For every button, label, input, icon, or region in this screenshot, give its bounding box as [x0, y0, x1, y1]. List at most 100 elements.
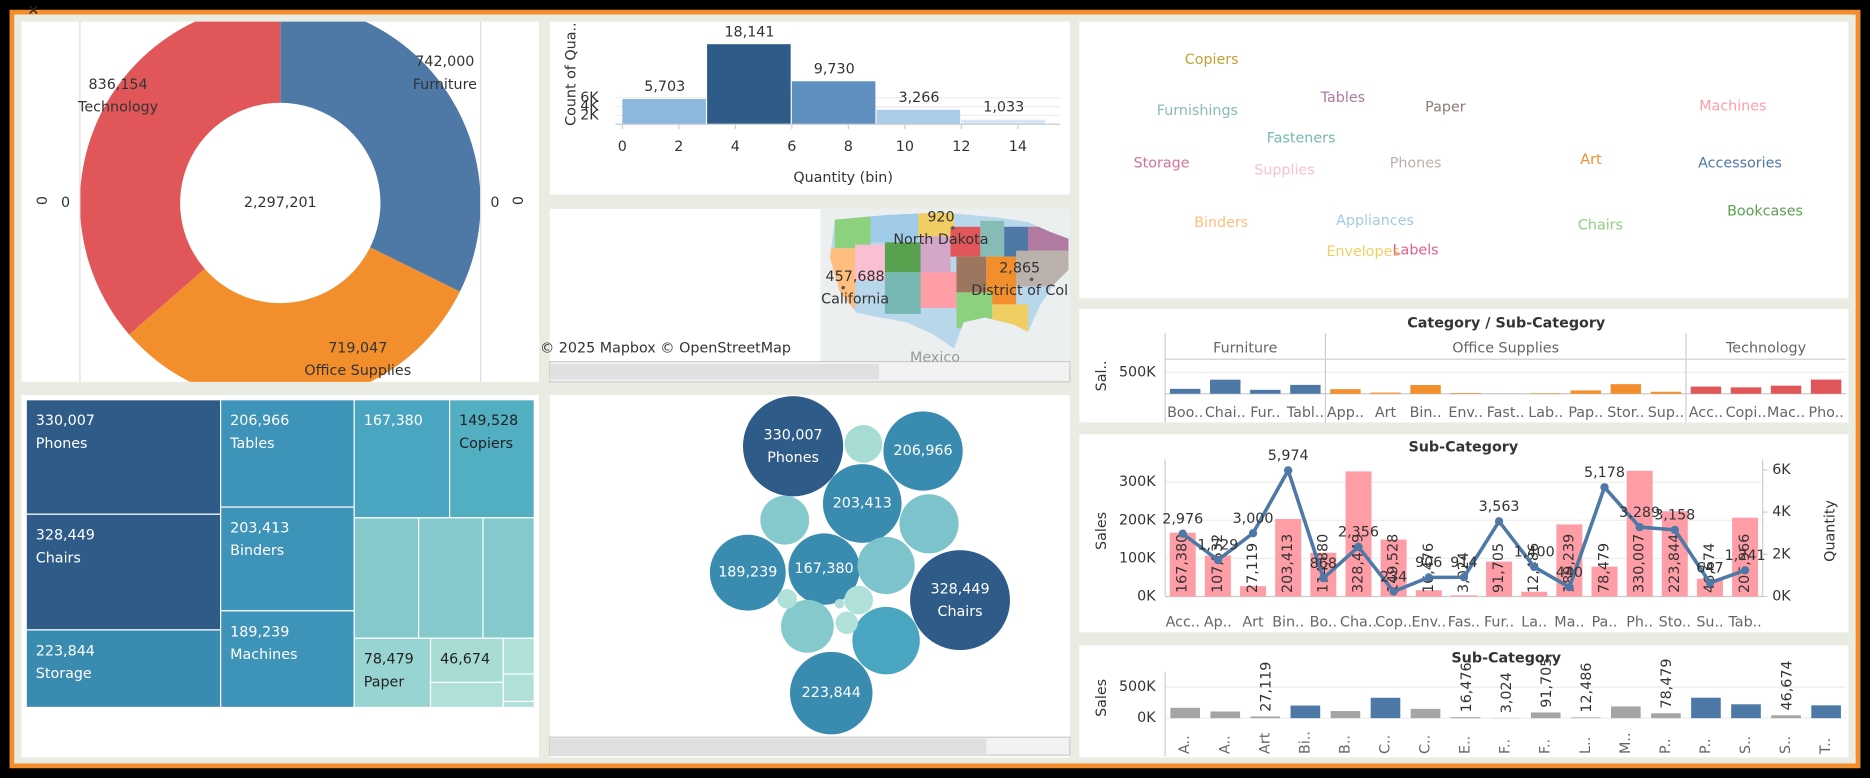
x-tick-label: Lab..: [1528, 405, 1563, 421]
word: Copiers: [1185, 52, 1239, 68]
quantity-point: [1178, 529, 1187, 538]
state: [920, 236, 951, 273]
treemap-tile: [429, 637, 504, 683]
scroll-thumb[interactable]: [550, 738, 987, 754]
x-tick-label: Fur..: [1250, 405, 1280, 421]
scroll-thumb[interactable]: [550, 363, 879, 380]
bar: [1650, 391, 1682, 394]
treemap-tile: [418, 517, 484, 639]
treemap-tile: [353, 637, 432, 709]
x-tick-label: F..: [1538, 739, 1554, 754]
donut-total: 2,297,201: [244, 195, 317, 211]
bar-value-label: 9,730: [814, 61, 855, 77]
bubble-value: 328,449: [930, 581, 989, 597]
bubble: [834, 598, 845, 609]
x-tick-label: Fas..: [1448, 615, 1480, 631]
treemap-tile: [25, 513, 222, 631]
word: Labels: [1393, 243, 1439, 259]
y2-tick-label: 6K: [1772, 462, 1791, 478]
x-tick-label: Bin..: [1410, 405, 1442, 421]
map-value: 920: [927, 209, 954, 225]
quantity-point: [1459, 573, 1469, 582]
sales-bar: [1450, 595, 1477, 597]
x-tick-label: Chai..: [1205, 405, 1246, 421]
x-tick-label: 10: [896, 139, 914, 155]
sales-bar: [1240, 586, 1267, 597]
word: Storage: [1134, 156, 1190, 172]
x-tick-label: Ph..: [1626, 615, 1653, 631]
quantity-label: 234: [1380, 569, 1407, 585]
axis-label: 0: [35, 196, 51, 205]
bar: [1290, 705, 1321, 719]
state: [870, 212, 919, 243]
x-tick-label: F..: [1498, 739, 1514, 754]
x-tick-label: Copi..: [1726, 405, 1767, 421]
word: Fasteners: [1267, 131, 1336, 147]
word: Appliances: [1336, 213, 1414, 229]
sales-bar: [1591, 566, 1618, 597]
tile-label: Phones: [36, 436, 88, 452]
bubble-value: 330,007: [764, 428, 823, 444]
quantity-label: 3,289: [1619, 505, 1660, 521]
quantity-label: 5,178: [1584, 465, 1625, 481]
treemap-tile: [25, 629, 222, 709]
bar-value-label: 3,024: [1499, 672, 1515, 713]
bar: [1770, 385, 1802, 394]
bar: [1210, 711, 1241, 719]
x-tick-label: Art: [1257, 732, 1273, 754]
x-tick-label: 0: [618, 139, 627, 155]
quantity-point: [1740, 566, 1750, 575]
bar: [1330, 389, 1361, 394]
quantity-point: [1565, 583, 1574, 592]
bar: [1570, 390, 1601, 394]
tile-value: 149,528: [459, 413, 518, 429]
y2-tick-label: 2K: [1772, 546, 1791, 562]
sales-label: 203,413: [1280, 534, 1296, 593]
quantity-point: [1600, 483, 1609, 492]
x-tick-label: 12: [952, 139, 970, 155]
map-attribution: © 2025 Mapbox © OpenStreetMap: [540, 340, 791, 356]
bubble: [883, 411, 963, 491]
tile-label: Copiers: [459, 436, 513, 452]
sales-label: 149,528: [1386, 534, 1402, 593]
x-tick-label: Bo..: [1310, 615, 1337, 631]
bar: [1570, 717, 1601, 719]
y2-axis-title: Quantity: [1823, 499, 1839, 561]
x-tick-label: 2: [674, 139, 683, 155]
quantity-point: [1319, 574, 1328, 583]
bubble-value: 203,413: [833, 495, 892, 511]
sales-bar: [1626, 470, 1653, 597]
word: Machines: [1699, 98, 1766, 114]
tile-value: 46,674: [440, 652, 490, 668]
x-tick-label: A..: [1217, 735, 1233, 754]
map-place: Mexico: [910, 350, 960, 366]
treemap-tile: [220, 399, 355, 508]
close-icon[interactable]: ✕: [27, 3, 39, 19]
bubble: [835, 611, 858, 634]
sales-bar: [1415, 590, 1442, 597]
bubble: [910, 550, 1011, 651]
y-tick-label: 100K: [1119, 550, 1156, 566]
word: Accessories: [1698, 156, 1782, 172]
sales-bar: [1169, 532, 1196, 597]
bar-value-label: 12,486: [1579, 663, 1595, 713]
x-tick-label: Boo..: [1167, 405, 1203, 421]
slice-label: Office Supplies: [304, 363, 411, 379]
state: [1004, 226, 1029, 257]
chart-title: Sub-Category: [1451, 651, 1561, 667]
y2-tick-label: 0K: [1772, 589, 1791, 605]
tile-label: Machines: [230, 647, 297, 663]
sales-label: 3,024: [1456, 552, 1472, 593]
word: Bookcases: [1727, 203, 1803, 219]
x-tick-label: 4: [731, 139, 740, 155]
sales-bar: [1275, 519, 1302, 597]
bubble: [844, 425, 883, 463]
quantity-label: 5,974: [1268, 448, 1309, 464]
group-header: Furniture: [1213, 340, 1277, 356]
bar: [1651, 713, 1681, 719]
state: [980, 220, 1005, 257]
map-point: [1029, 277, 1034, 282]
bubble: [822, 464, 902, 543]
y-axis-title: Sales: [1094, 512, 1110, 550]
